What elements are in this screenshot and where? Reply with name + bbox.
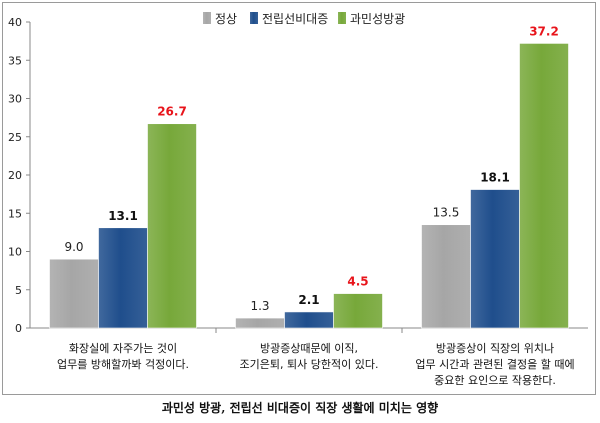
bar-과민성방광-1: [333, 293, 383, 329]
chart-caption: 과민성 방광, 전립선 비대증이 직장 생활에 미치는 영향: [161, 401, 439, 415]
bar-chart: 0 5 10 15 20 25 30 35 40 9.0 13.1 26.7 화장실에 자주가는 것이업…: [8, 12, 588, 387]
y-tick-label-20: 20: [8, 169, 22, 182]
y-tick-label-10: 10: [8, 246, 22, 259]
data-label-과민성방광-1: 4.5: [347, 275, 368, 289]
category-label-0-1: 업무를 방해할까봐 걱정이다.: [57, 357, 189, 371]
y-tick-label-5: 5: [15, 284, 22, 297]
data-label-정상-2: 13.5: [433, 206, 460, 220]
category-label-2-0: 방광증상이 직장의 위치나: [436, 342, 554, 355]
y-tick-label-35: 35: [8, 54, 22, 67]
legend-swatch-정상: [203, 12, 211, 24]
legend-swatch-전립선비대증: [250, 12, 258, 24]
data-label-전립선비대증-1: 2.1: [298, 293, 319, 307]
category-label-2-2: 중요한 요인으로 작용한다.: [434, 374, 556, 387]
bar-정상-0: [49, 258, 99, 329]
data-label-전립선비대증-2: 18.1: [480, 171, 510, 185]
y-tick-label-0: 0: [15, 322, 22, 335]
legend-swatch-과민성방광: [338, 12, 346, 24]
bar-정상-1: [235, 317, 285, 329]
y-tick-label-40: 40: [8, 16, 22, 29]
bar-정상-2: [421, 224, 471, 329]
bar-과민성방광-2: [519, 43, 569, 329]
legend-label-과민성방광: 과민성방광: [350, 12, 405, 26]
category-label-2-1: 업무 시간과 관련된 결정을 할 때에: [415, 358, 574, 371]
legend-label-전립선비대증: 전립선비대증: [262, 12, 328, 26]
y-tick-label-30: 30: [8, 93, 22, 106]
data-label-정상-0: 9.0: [64, 240, 83, 254]
bar-과민성방광-0: [147, 123, 197, 329]
category-label-1-1: 조기은퇴, 퇴사 당한적이 있다.: [240, 358, 379, 371]
bar-전립선비대증-2: [470, 189, 520, 329]
y-tick-label-15: 15: [8, 207, 22, 220]
bar-전립선비대증-1: [284, 311, 334, 329]
data-label-과민성방광-2: 37.2: [529, 24, 559, 38]
category-label-1-0: 방광증상때문에 이직,: [260, 342, 358, 355]
y-tick-label-25: 25: [8, 131, 22, 144]
data-label-과민성방광-0: 26.7: [157, 105, 187, 119]
data-label-정상-1: 1.3: [250, 299, 269, 313]
data-label-전립선비대증-0: 13.1: [108, 209, 138, 223]
legend-label-정상: 정상: [215, 12, 237, 26]
category-label-0-0: 화장실에 자주가는 것이: [69, 342, 177, 355]
bar-전립선비대증-0: [98, 227, 148, 329]
